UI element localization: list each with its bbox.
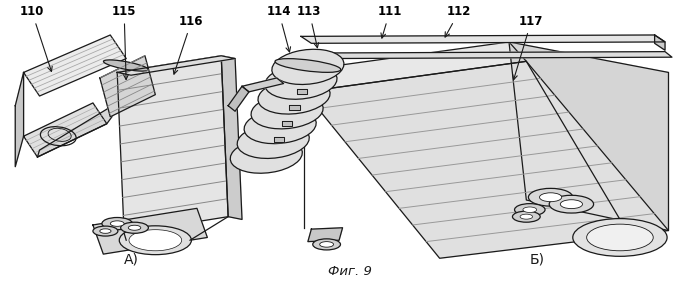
- Ellipse shape: [272, 49, 344, 84]
- Ellipse shape: [230, 138, 303, 173]
- Ellipse shape: [258, 79, 330, 114]
- Polygon shape: [24, 103, 107, 157]
- Circle shape: [528, 188, 572, 206]
- Polygon shape: [282, 121, 292, 126]
- Text: Б): Б): [529, 253, 545, 267]
- Polygon shape: [297, 89, 307, 94]
- Text: 114: 114: [266, 5, 291, 52]
- Circle shape: [102, 217, 132, 230]
- Circle shape: [129, 225, 140, 230]
- Text: А): А): [124, 253, 138, 267]
- Circle shape: [93, 226, 118, 236]
- Ellipse shape: [275, 59, 341, 72]
- Circle shape: [319, 242, 333, 247]
- Ellipse shape: [265, 64, 337, 99]
- Polygon shape: [93, 208, 208, 254]
- Polygon shape: [100, 56, 155, 117]
- Text: 112: 112: [445, 5, 471, 37]
- Polygon shape: [301, 35, 665, 43]
- Polygon shape: [287, 42, 526, 92]
- Circle shape: [520, 214, 533, 219]
- Circle shape: [100, 229, 111, 233]
- Polygon shape: [38, 98, 127, 157]
- Polygon shape: [509, 42, 668, 231]
- Circle shape: [561, 200, 582, 208]
- Text: 115: 115: [112, 5, 136, 80]
- Circle shape: [121, 222, 148, 233]
- Polygon shape: [242, 78, 284, 92]
- Circle shape: [312, 239, 340, 250]
- Text: 111: 111: [377, 5, 402, 38]
- Circle shape: [523, 207, 537, 212]
- Polygon shape: [305, 61, 668, 258]
- Polygon shape: [308, 228, 343, 242]
- Circle shape: [540, 193, 562, 202]
- Polygon shape: [655, 35, 665, 50]
- Text: Фиг. 9: Фиг. 9: [328, 265, 371, 278]
- Circle shape: [129, 230, 182, 251]
- Text: 116: 116: [173, 15, 203, 74]
- Circle shape: [512, 211, 540, 222]
- Polygon shape: [15, 72, 24, 167]
- Circle shape: [110, 221, 124, 226]
- Ellipse shape: [251, 94, 323, 129]
- Polygon shape: [117, 56, 235, 75]
- Polygon shape: [221, 56, 242, 219]
- Ellipse shape: [237, 123, 309, 158]
- Polygon shape: [289, 105, 300, 110]
- Circle shape: [572, 219, 667, 256]
- Circle shape: [120, 226, 192, 255]
- Circle shape: [514, 204, 545, 216]
- Polygon shape: [228, 86, 249, 111]
- Circle shape: [586, 224, 654, 251]
- Ellipse shape: [103, 60, 148, 71]
- Polygon shape: [117, 56, 228, 233]
- Text: 117: 117: [513, 15, 543, 80]
- Ellipse shape: [244, 108, 316, 144]
- Polygon shape: [315, 52, 672, 59]
- Text: 110: 110: [20, 5, 52, 72]
- Polygon shape: [274, 137, 284, 142]
- Polygon shape: [24, 35, 127, 96]
- Text: 113: 113: [297, 5, 322, 48]
- Circle shape: [549, 195, 593, 213]
